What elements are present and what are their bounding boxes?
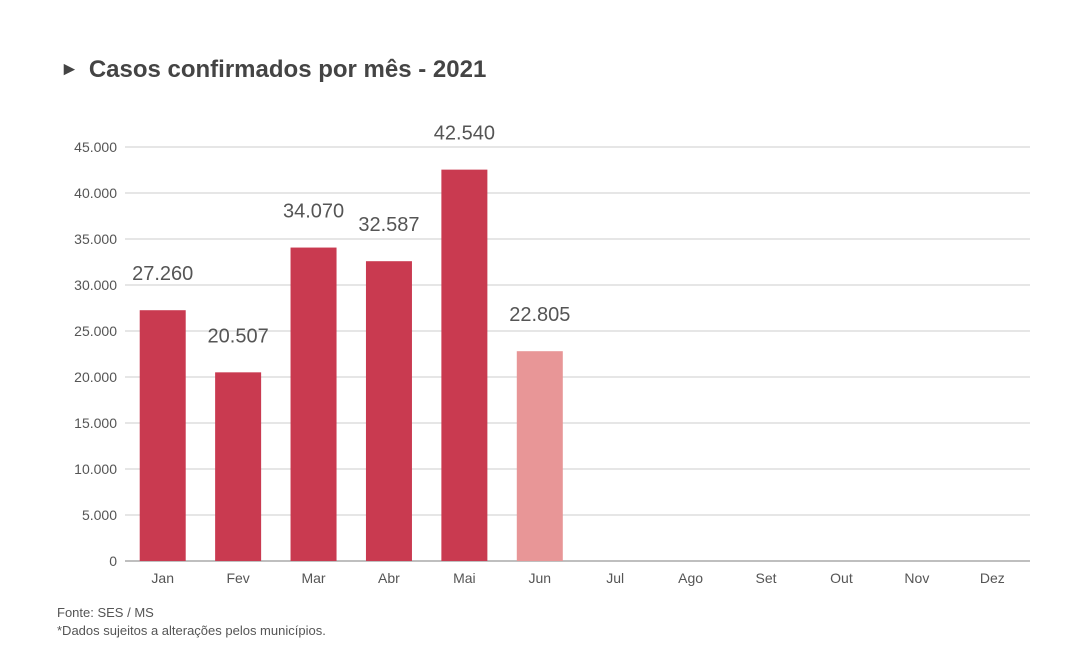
disclaimer-note: *Dados sujeitos a alterações pelos munic… <box>57 623 326 638</box>
x-tick-label: Abr <box>378 570 400 586</box>
y-tick-label: 20.000 <box>74 369 117 385</box>
chart-title: ► Casos confirmados por mês - 2021 <box>60 56 486 84</box>
bar <box>441 169 488 561</box>
chart-title-text: Casos confirmados por mês - 2021 <box>88 56 487 83</box>
bar <box>139 310 186 561</box>
play-marker-icon: ► <box>60 59 79 80</box>
x-tick-label: Fev <box>226 570 249 586</box>
y-tick-label: 5.000 <box>82 507 117 523</box>
bar <box>516 351 563 561</box>
source-note: Fonte: SES / MS <box>57 605 154 620</box>
x-tick-label: Mar <box>301 570 325 586</box>
bar <box>365 261 412 561</box>
x-tick-label: Dez <box>980 570 1005 586</box>
x-tick-label: Set <box>756 570 777 586</box>
bar <box>215 372 262 561</box>
y-tick-label: 45.000 <box>74 139 117 155</box>
x-tick-label: Ago <box>678 570 703 586</box>
data-label: 34.070 <box>283 201 344 223</box>
y-tick-label: 40.000 <box>74 185 117 201</box>
bar-chart: 0 5.000 10.000 15.000 20.000 25.000 30.000 35.0… <box>74 123 1030 586</box>
data-label: 27.260 <box>132 263 193 285</box>
bar <box>290 247 337 561</box>
y-tick-label: 35.000 <box>74 231 117 247</box>
x-tick-label: Mai <box>453 570 476 586</box>
data-label: 32.587 <box>358 214 419 236</box>
x-tick-label: Jan <box>151 570 174 586</box>
data-label: 42.540 <box>434 123 495 145</box>
y-tick-label: 25.000 <box>74 323 117 339</box>
y-tick-label: 30.000 <box>74 277 117 293</box>
y-tick-label: 15.000 <box>74 415 117 431</box>
data-label: 20.507 <box>208 325 269 347</box>
x-tick-label: Out <box>830 570 853 586</box>
data-label: 22.805 <box>509 304 570 326</box>
x-tick-label: Nov <box>904 570 929 586</box>
x-tick-label: Jun <box>529 570 552 586</box>
chart-footer: Fonte: SES / MS *Dados sujeitos a altera… <box>57 604 326 640</box>
x-tick-label: Jul <box>606 570 624 586</box>
y-tick-label: 10.000 <box>74 461 117 477</box>
y-tick-label: 0 <box>109 553 117 569</box>
